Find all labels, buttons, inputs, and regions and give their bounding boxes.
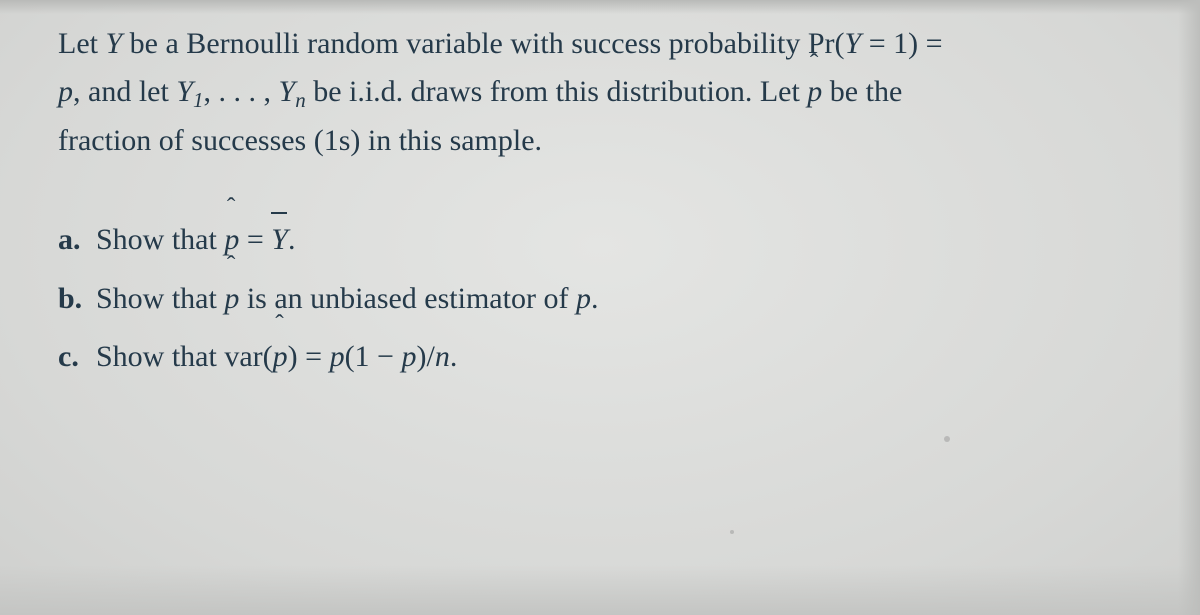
text: be the: [822, 75, 902, 108]
text: fraction of successes (1s) in this sampl…: [58, 124, 542, 157]
text: be a Bernoulli random variable with succ…: [122, 27, 844, 60]
text: .: [288, 223, 296, 256]
text: (1 −: [345, 340, 402, 373]
variable-Y: Y: [105, 27, 122, 60]
part-a: a. Show that ˆp = Y.: [58, 211, 1160, 270]
variable-Yn: Yn: [279, 75, 306, 108]
part-label: a.: [58, 211, 96, 270]
text: Show that: [96, 282, 224, 315]
part-label: c.: [58, 328, 96, 387]
intro-paragraph: Let Y be a Bernoulli random variable wit…: [58, 20, 1160, 165]
variable-n: n: [435, 340, 450, 373]
text: , and let: [73, 75, 176, 108]
text: .: [450, 340, 458, 373]
speck: [730, 530, 734, 534]
variable-p: p: [576, 282, 591, 315]
text: ) =: [288, 340, 330, 373]
text: Show that: [96, 223, 224, 256]
vignette: [1178, 0, 1200, 615]
text: be i.i.d. draws from this distribution. …: [306, 75, 808, 108]
symbol-p-hat: ˆp: [807, 68, 822, 116]
variable-p: p: [58, 75, 73, 108]
text: .: [591, 282, 599, 315]
text: is an unbiased estimator of: [239, 282, 576, 315]
symbol-p-hat: ˆp: [224, 270, 239, 329]
text: =: [239, 223, 271, 256]
variable-Y1: Y1: [176, 75, 203, 108]
text: , . . . ,: [204, 75, 279, 108]
variable-p: p: [401, 340, 416, 373]
variable-p: p: [330, 340, 345, 373]
part-label: b.: [58, 270, 96, 329]
symbol-Y-bar: Y: [271, 211, 288, 270]
text: )/: [416, 340, 434, 373]
part-body: Show that ˆp = Y.: [96, 211, 295, 270]
text: Show that var(: [96, 340, 273, 373]
part-body: Show that var(ˆp) = p(1 − p)/n.: [96, 328, 457, 387]
vignette: [0, 0, 1200, 14]
symbol-p-hat: ˆp: [273, 328, 288, 387]
part-body: Show that ˆp is an unbiased estimator of…: [96, 270, 598, 329]
part-b: b. Show that ˆp is an unbiased estimator…: [58, 270, 1160, 329]
text: = 1) =: [861, 27, 942, 60]
part-c: c. Show that var(ˆp) = p(1 − p)/n.: [58, 328, 1160, 387]
speck: [944, 436, 950, 442]
parts-list: a. Show that ˆp = Y. b. Show that ˆp is …: [58, 211, 1160, 387]
problem-text: Let Y be a Bernoulli random variable wit…: [58, 20, 1160, 387]
variable-Y: Y: [845, 27, 862, 60]
vignette: [0, 565, 1200, 615]
text: Let: [58, 27, 105, 60]
